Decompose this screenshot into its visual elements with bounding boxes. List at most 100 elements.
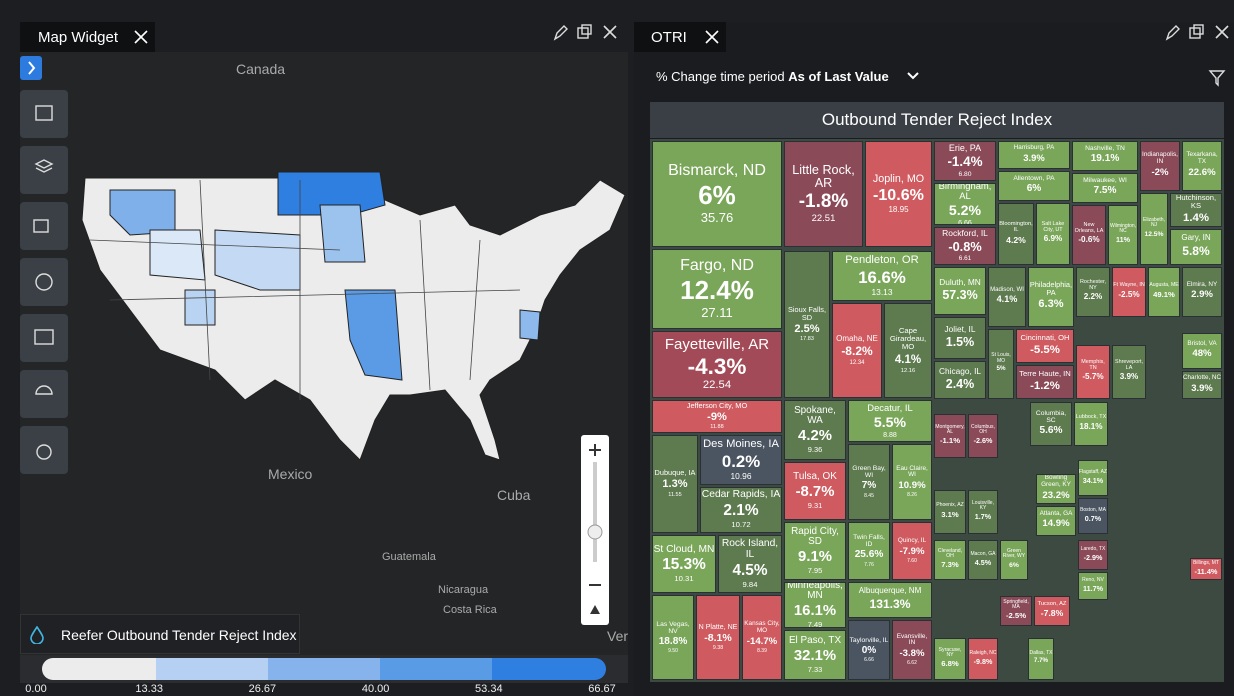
tile-name: Las Vegas, NV: [656, 620, 690, 635]
tile-value: 22.51: [811, 213, 836, 225]
close-icon[interactable]: [705, 30, 719, 44]
panel-icons[interactable]: [552, 24, 622, 42]
tile-name: El Paso, TX: [788, 635, 842, 647]
tile-change: -10.6%: [873, 185, 924, 204]
tab[interactable]: OTRI: [634, 22, 726, 52]
treemap-tile: Laredo, TX -2.9%: [1078, 540, 1108, 570]
scale-label: 53.34: [475, 683, 503, 695]
treemap-tile: Allentown, PA 6%: [998, 171, 1070, 201]
period-selector[interactable]: % Change time period As of Last Value: [656, 69, 889, 84]
treemap-tile: Rockford, IL -0.8% 6.61: [934, 227, 996, 265]
filter-icon[interactable]: [1208, 69, 1226, 87]
tile-name: Phoenix, AZ: [936, 502, 964, 509]
treemap-tile: Columbus, OH -2.6%: [968, 414, 998, 458]
tile-name: Columbia, SC: [1035, 409, 1067, 424]
tile-change: 2.1%: [723, 502, 759, 520]
tile-name: Bloomington, IL: [999, 221, 1033, 234]
treemap-tile: Bismarck, ND 6% 35.76: [652, 141, 782, 247]
tile-change: 6.8%: [941, 659, 959, 669]
tile-change: -1.2%: [1030, 380, 1060, 392]
panel-icons[interactable]: [1164, 24, 1234, 42]
tile-value: 6.62: [907, 660, 917, 667]
tile-value: 6.61: [958, 254, 972, 262]
place-label: Cuba: [497, 487, 531, 503]
tab[interactable]: Map Widget: [20, 22, 155, 52]
place-label: Canada: [236, 61, 286, 77]
scale-label: 66.67: [588, 683, 616, 695]
treemap-tile: Minneapolis, MN 16.1% 7.49: [784, 582, 846, 628]
tile-name: Atlanta, GA: [1039, 509, 1073, 517]
tile-name: Hutchinson, KS: [1175, 193, 1217, 210]
tile-name: Gary, IN: [1181, 233, 1211, 243]
tile-name: Minneapolis, MN: [787, 582, 843, 602]
treemap-tile: Shreveport, LA 3.9%: [1112, 345, 1146, 399]
tile-name: Louisville, KY: [972, 499, 994, 512]
treemap-tile: Harrisburg, PA 3.9%: [998, 141, 1070, 169]
treemap-tile: Quincy, IL -7.9% 7.60: [892, 522, 932, 580]
tile-name: Memphis, TN: [1081, 359, 1105, 371]
tile-change: 3.9%: [1023, 152, 1045, 164]
tile-value: 8.88: [883, 431, 897, 439]
treemap-tile: Pendleton, OR 16.6% 13.13: [832, 251, 932, 301]
tile-name: Sioux Falls, SD: [787, 305, 827, 322]
tile-name: Dubuque, IA: [654, 468, 696, 478]
tile-name: Harrisburg, PA: [1013, 143, 1055, 151]
tile-value: 13.13: [871, 287, 893, 298]
tile-name: Duluth, MN: [939, 277, 981, 288]
tile-change: 11%: [1116, 235, 1130, 245]
treemap-tile: Eau Claire, WI 10.9% 8.26: [892, 444, 932, 520]
tile-name: Elizabeth, NJ: [1143, 217, 1165, 229]
tile-change: -2%: [1151, 166, 1169, 178]
tile-name: Fargo, ND: [680, 257, 754, 275]
tile-name: Cedar Rapids, IA: [701, 489, 781, 501]
treemap-tile: Albuquerque, NM 131.3%: [848, 582, 932, 618]
place-label: Mexico: [268, 466, 313, 482]
tile-change: 4.5%: [974, 557, 992, 567]
map: [20, 52, 628, 682]
tile-change: 16.1%: [793, 602, 837, 619]
chevron[interactable]: [906, 70, 920, 82]
tile-value: 6.80: [958, 171, 972, 179]
tile-name: Jefferson City, MO: [686, 400, 748, 410]
tile-name: Springfield, MA: [1003, 598, 1029, 610]
tile-value: 12.34: [849, 359, 865, 366]
tile-change: 7.3%: [941, 560, 959, 570]
close-icon[interactable]: [134, 30, 148, 44]
tile-value: 11.55: [668, 491, 682, 498]
tile-value: 27.11: [701, 305, 733, 321]
treemap-tile: Erie, PA -1.4% 6.80: [934, 141, 996, 181]
tile-value: 22.54: [702, 379, 732, 392]
drop-icon: [30, 626, 44, 644]
tile-value: 10.96: [730, 471, 752, 482]
treemap-tile: Cleveland, OH 7.3%: [934, 540, 966, 580]
tile-value: 18.95: [888, 204, 909, 214]
treemap-tile: Flagstaff, AZ 34.1%: [1078, 460, 1108, 496]
treemap-tile: Kansas City, MO -14.7% 8.39: [742, 595, 782, 680]
tile-name: Fayetteville, AR: [664, 335, 770, 353]
tile-change: -9.8%: [973, 656, 993, 666]
tile-value: 9.38: [712, 644, 724, 651]
treemap-tile: Joliet, IL 1.5%: [934, 317, 986, 359]
tile-change: -5.5%: [1030, 344, 1060, 356]
tile-value: 17.83: [800, 336, 814, 343]
treemap-tile: Nashville, TN 19.1%: [1072, 141, 1138, 171]
tile-name: Tucson, AZ: [1037, 601, 1067, 608]
treemap-tile: Elizabeth, NJ 12.5%: [1140, 193, 1168, 265]
tile-name: Evansville, IN: [896, 632, 928, 647]
tile-name: Reno, NV: [1082, 576, 1104, 583]
tile-change: -1.1%: [939, 436, 961, 446]
tile-name: Bristol, VA: [1187, 339, 1217, 347]
tile-name: Des Moines, IA: [703, 437, 779, 450]
treemap-tile: Green River, WY 6%: [1000, 540, 1028, 580]
tile-change: -1.4%: [947, 154, 983, 170]
tile-name: Joliet, IL: [944, 324, 976, 335]
tile-name: Green River, WY: [1002, 548, 1026, 560]
tile-change: 34.1%: [1082, 475, 1104, 485]
treemap-tile: Boston, MA 0.7%: [1078, 498, 1108, 534]
tile-name: Dallas, TX: [1029, 650, 1053, 657]
tile-change: -11.4%: [1194, 566, 1218, 576]
tile-change: -8.7%: [795, 483, 835, 500]
tile-name: Madison, WI: [990, 286, 1024, 294]
tile-change: -2.6%: [973, 436, 993, 446]
layer-label[interactable]: Reefer Outbound Tender Reject Index: [20, 614, 300, 654]
